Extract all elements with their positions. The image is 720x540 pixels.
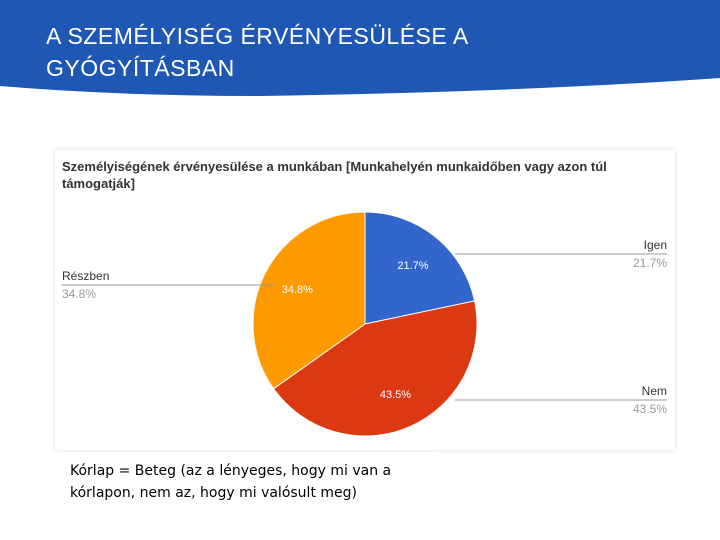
legend-percent-igen: 21.7% (633, 256, 667, 270)
pie-slice-igen (364, 211, 476, 325)
pie-slice-részben (252, 211, 366, 390)
slice-label-nem: 43.5% (380, 389, 411, 401)
legend-label-nem: Nem (642, 384, 667, 398)
slice-label-igen: 21.7% (397, 260, 428, 272)
legend-percent-nem: 43.5% (633, 402, 667, 416)
pie-chart-svg: 21.7% Igen 21.7% 43.5% Nem 43.5% 34.8% Részben 3… (61, 211, 667, 437)
slice-label-részben: 34.8% (282, 284, 313, 296)
title-banner (0, 0, 720, 96)
caption-text: Kórlap = Beteg (az a lényeges, hogy mi v… (62, 452, 438, 528)
legend-label-részben: Részben (62, 269, 109, 283)
pie-slice-nem (272, 300, 478, 437)
slide-title: A SZEMÉLYISÉG ÉRVÉNYESÜLÉSE A GYÓGYÍTÁSB… (46, 23, 468, 81)
chart-title: Személyiségének érvényesülése a munkában… (62, 159, 607, 191)
legend-label-igen: Igen (644, 238, 667, 252)
pie-chart: 21.7% Igen 21.7% 43.5% Nem 43.5% 34.8% Részben 3… (55, 150, 675, 450)
legend-percent-részben: 34.8% (62, 287, 96, 301)
